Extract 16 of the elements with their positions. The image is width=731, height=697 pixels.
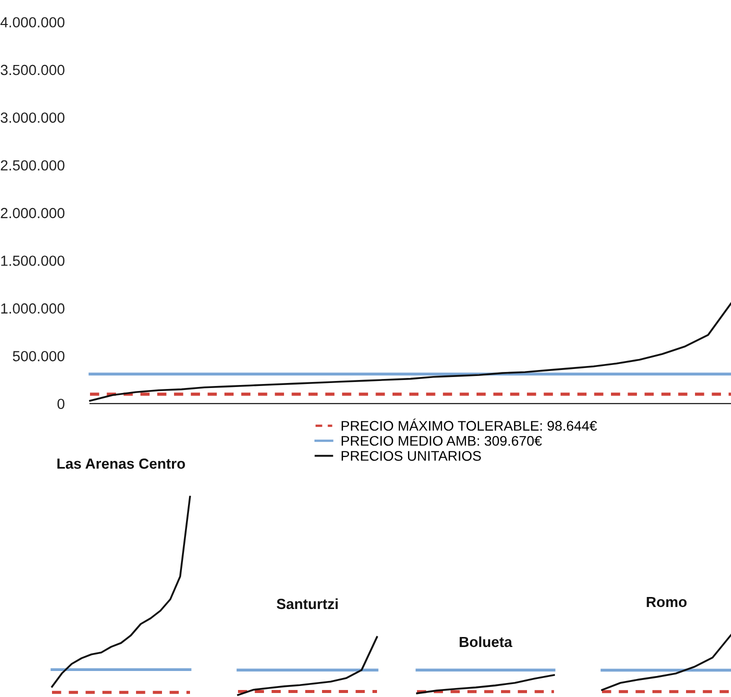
legend-label: PRECIO MEDIO AMB: 309.670€ (342, 436, 542, 446)
y-tick-label: 3.500.000 (0, 64, 64, 76)
y-tick-label: 1.500.000 (1, 256, 64, 266)
y-tick-label: 2.500.000 (0, 160, 64, 171)
chart-title: Las Arenas Centro (57, 458, 185, 469)
y-tick-label: 2.000.000 (0, 208, 64, 218)
y-tick-label: 3.000.000 (0, 112, 64, 123)
y-tick-label: 0 (57, 398, 64, 410)
y-tick-label: 500.000 (12, 351, 64, 362)
chart-title: Romo (646, 596, 687, 608)
chart-title: Bolueta (460, 636, 512, 648)
y-tick-label: 1.000.000 (1, 303, 64, 314)
legend-label: PRECIO MÁXIMO TOLERABLE: 98.644€ (342, 418, 597, 431)
chart-title: Santurtzi (276, 598, 338, 610)
y-tick-label: 4.000.000 (0, 17, 64, 28)
legend-label: PRECIOS UNITARIOS (342, 450, 481, 461)
